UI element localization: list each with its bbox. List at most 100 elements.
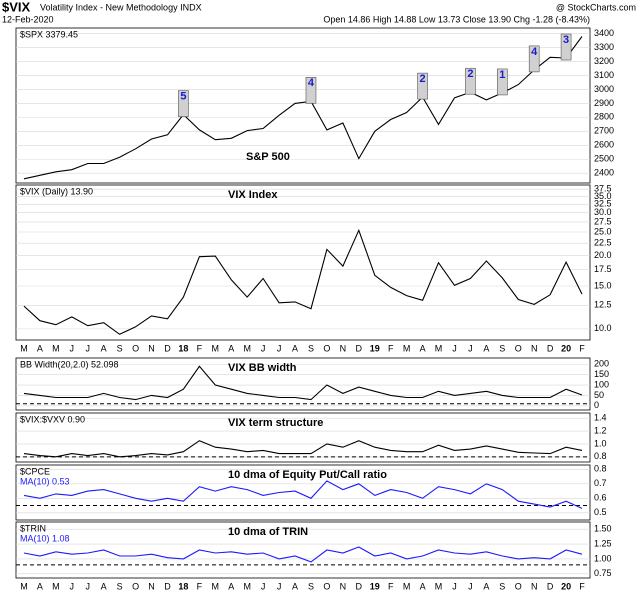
x-tick-label: J <box>468 343 473 353</box>
x-tick-label: M <box>52 343 60 353</box>
y-tick-label: 0.7 <box>594 478 607 488</box>
x-tick-label: J <box>452 343 457 353</box>
y-tick-label: 1.50 <box>594 524 612 534</box>
x-tick-label: D <box>356 581 363 591</box>
x-tick-label: J <box>70 581 75 591</box>
x-tick-label: M <box>212 343 220 353</box>
panel-annotation: VIX Index <box>228 189 278 201</box>
peak-label: 2 <box>420 73 426 85</box>
x-tick-label: M <box>52 581 60 591</box>
x-tick-label: O <box>515 343 522 353</box>
x-tick-label: D <box>164 343 171 353</box>
x-tick-label: J <box>277 343 282 353</box>
panel-annotation: VIX term structure <box>228 417 323 429</box>
x-tick-label: S <box>117 343 123 353</box>
symbol-label: $CPCE <box>20 466 50 476</box>
peak-label: 4 <box>308 77 315 89</box>
x-tick-label: A <box>228 581 234 591</box>
x-tick-label: F <box>197 343 203 353</box>
peak-label: 5 <box>180 90 186 102</box>
y-tick-label: 1.4 <box>594 413 607 423</box>
source: @ StockCharts.com <box>556 2 636 12</box>
x-tick-label: A <box>292 581 298 591</box>
x-tick-label: F <box>579 581 585 591</box>
peak-box <box>305 77 317 104</box>
x-tick-label: N <box>148 581 155 591</box>
x-tick-label: A <box>37 343 43 353</box>
y-tick-label: 0.75 <box>594 568 612 578</box>
x-tick-label: A <box>420 343 426 353</box>
x-tick-label: M <box>243 581 251 591</box>
x-tick-label: J <box>261 343 266 353</box>
y-tick-label: 1.0 <box>594 438 607 448</box>
y-tick-label: 12.5 <box>594 300 612 310</box>
y-tick-label: 15.0 <box>594 280 612 290</box>
x-tick-label: F <box>388 581 394 591</box>
y-tick-label: 0.6 <box>594 493 607 503</box>
series-line <box>23 480 583 509</box>
x-tick-label: D <box>547 343 554 353</box>
y-tick-label: 30.0 <box>594 207 612 217</box>
panel-frame <box>15 412 591 463</box>
legend-entry: MA(10) 0.53 <box>20 476 70 486</box>
x-tick-label: N <box>531 343 538 353</box>
x-tick-label: 20 <box>561 343 571 353</box>
y-tick-label: 25.0 <box>594 226 612 236</box>
y-tick-label: 1.25 <box>594 538 612 548</box>
peak-label: 1 <box>499 69 505 81</box>
y-tick-label: 3100 <box>594 70 614 80</box>
peak-box <box>178 90 189 117</box>
peak-label: 3 <box>563 34 569 46</box>
legend-entry: $VIX (Daily) 13.90 <box>20 186 93 196</box>
y-tick-label: 2400 <box>594 168 614 178</box>
x-tick-label: A <box>483 343 489 353</box>
x-tick-label: J <box>261 581 266 591</box>
x-tick-label: 18 <box>178 343 188 353</box>
x-tick-label: A <box>101 343 107 353</box>
x-tick-label: O <box>132 343 139 353</box>
peak-box <box>417 72 428 100</box>
y-tick-label: 2800 <box>594 112 614 122</box>
x-tick-label: F <box>388 343 394 353</box>
series-line <box>23 36 583 180</box>
x-tick-label: N <box>340 343 347 353</box>
quote: Open 14.86 High 14.88 Low 13.73 Close 13… <box>323 14 590 24</box>
y-tick-label: 0.8 <box>594 451 607 461</box>
panel-frame <box>15 184 591 341</box>
y-tick-label: 10.0 <box>594 323 612 333</box>
y-tick-label: 35.0 <box>594 191 612 201</box>
x-tick-label: D <box>547 581 554 591</box>
y-tick-label: 0 <box>594 400 599 410</box>
instrument-name: Volatility Index - New Methodology INDX <box>40 2 202 12</box>
series-line <box>23 546 583 563</box>
x-tick-label: M <box>403 343 411 353</box>
x-tick-label: S <box>499 343 505 353</box>
peak-box <box>528 45 540 73</box>
y-tick-label: 150 <box>594 369 609 379</box>
x-tick-label: M <box>403 581 411 591</box>
x-tick-label: N <box>148 343 155 353</box>
y-tick-label: 3400 <box>594 28 614 38</box>
y-tick-label: 100 <box>594 379 609 389</box>
x-tick-label: A <box>420 581 426 591</box>
peak-box <box>497 68 508 96</box>
x-tick-label: J <box>70 343 75 353</box>
y-tick-label: 1.2 <box>594 425 607 435</box>
peak-label: 2 <box>467 68 473 80</box>
x-tick-label: 19 <box>370 581 380 591</box>
x-tick-label: M <box>20 343 28 353</box>
panel-annotation: VIX BB width <box>228 362 297 374</box>
x-tick-label: O <box>323 581 330 591</box>
x-tick-label: S <box>499 581 505 591</box>
x-tick-label: A <box>101 581 107 591</box>
series-line <box>23 228 583 335</box>
x-tick-label: O <box>323 343 330 353</box>
series-line <box>23 365 583 401</box>
x-tick-label: D <box>164 581 171 591</box>
x-tick-label: M <box>20 581 28 591</box>
y-tick-label: 0.8 <box>594 464 607 474</box>
x-tick-label: S <box>117 581 123 591</box>
peak-label: 4 <box>531 46 538 58</box>
x-tick-label: M <box>243 343 251 353</box>
